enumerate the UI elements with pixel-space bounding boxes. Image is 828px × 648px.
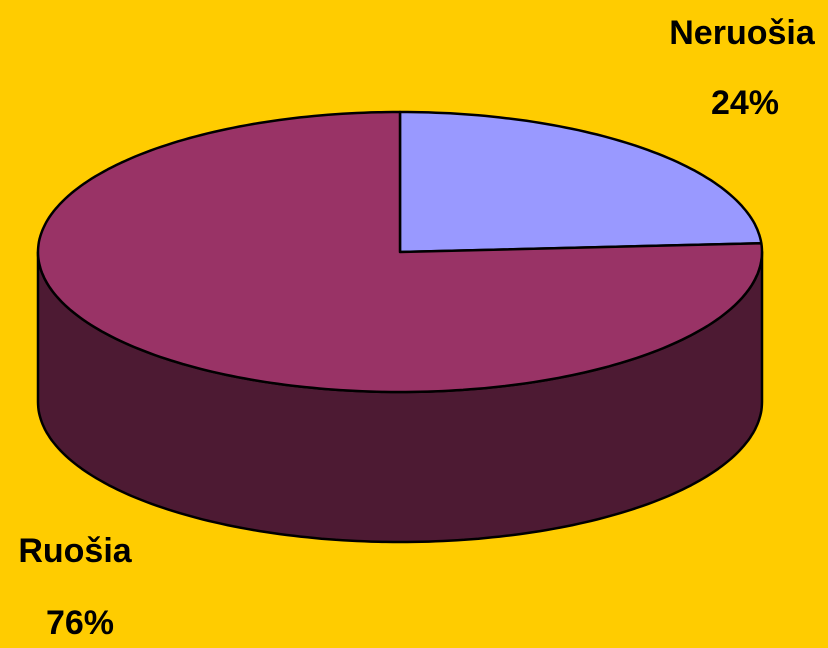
value-label: 76%	[46, 604, 114, 642]
category-label: Neruošia	[669, 14, 816, 52]
category-label: Ruošia	[18, 532, 132, 570]
value-label: 24%	[711, 84, 779, 122]
slice	[398, 110, 763, 254]
slice	[36, 110, 764, 394]
